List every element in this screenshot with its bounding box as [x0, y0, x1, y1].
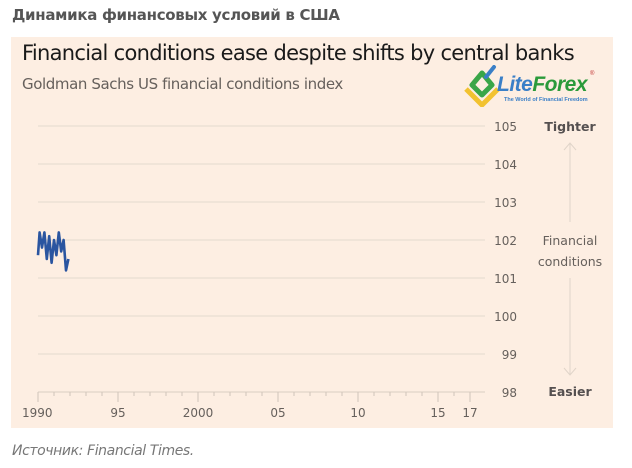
source-note: Источник: Financial Times. [12, 443, 194, 459]
logo-wordmark-lite: Lite [497, 73, 533, 96]
x-tick-label: 10 [350, 406, 365, 420]
series-layer [36, 231, 70, 272]
annotation-tighter: Tighter [544, 119, 596, 134]
annotation-financial: Financial [543, 233, 598, 248]
liteforex-logo: LiteForex ® The World of Financial Freed… [462, 65, 602, 107]
logo-wordmark: LiteForex [497, 73, 588, 97]
logo-wordmark-forex: Forex [532, 73, 588, 96]
logo-registered-mark: ® [590, 71, 595, 77]
y-tick-label: 105 [494, 120, 517, 134]
y-tick-label: 100 [494, 310, 517, 324]
arrow-down-head-icon [563, 367, 577, 376]
y-tick-label: 98 [502, 386, 517, 400]
y-tick-label: 103 [494, 196, 517, 210]
y-axis: 98 99 100 101 102 103 104 105 [494, 120, 517, 400]
y-tick-label: 104 [494, 158, 517, 172]
y-tick-label: 102 [494, 234, 517, 248]
logo-tagline: The World of Financial Freedom [504, 97, 588, 103]
y-tick-label: 99 [502, 348, 517, 362]
y-tick-label: 101 [494, 272, 517, 286]
logo-mark-icon [464, 65, 500, 107]
x-axis: 1990 95 2000 05 10 15 17 [22, 391, 485, 420]
chart-subtitle: Goldman Sachs US financial conditions in… [22, 75, 343, 93]
arrow-up-head-icon [563, 142, 577, 151]
annotation-easier: Easier [548, 384, 592, 399]
x-tick-label: 15 [430, 406, 445, 420]
series-line-0 [36, 231, 70, 272]
x-tick-label: 2000 [183, 406, 214, 420]
x-tick-label: 05 [270, 406, 285, 420]
chart-title: Financial conditions ease despite shifts… [22, 41, 575, 65]
chart-panel [11, 37, 613, 428]
annotation-conditions: conditions [538, 254, 602, 269]
side-annotation: Tighter Financial conditions Easier [538, 119, 602, 399]
gridlines [38, 125, 485, 355]
x-tick-label: 95 [110, 406, 125, 420]
x-tick-label: 17 [462, 406, 477, 420]
x-tick-label: 1990 [22, 406, 53, 420]
page-heading: Динамика финансовых условий в США [12, 6, 340, 24]
